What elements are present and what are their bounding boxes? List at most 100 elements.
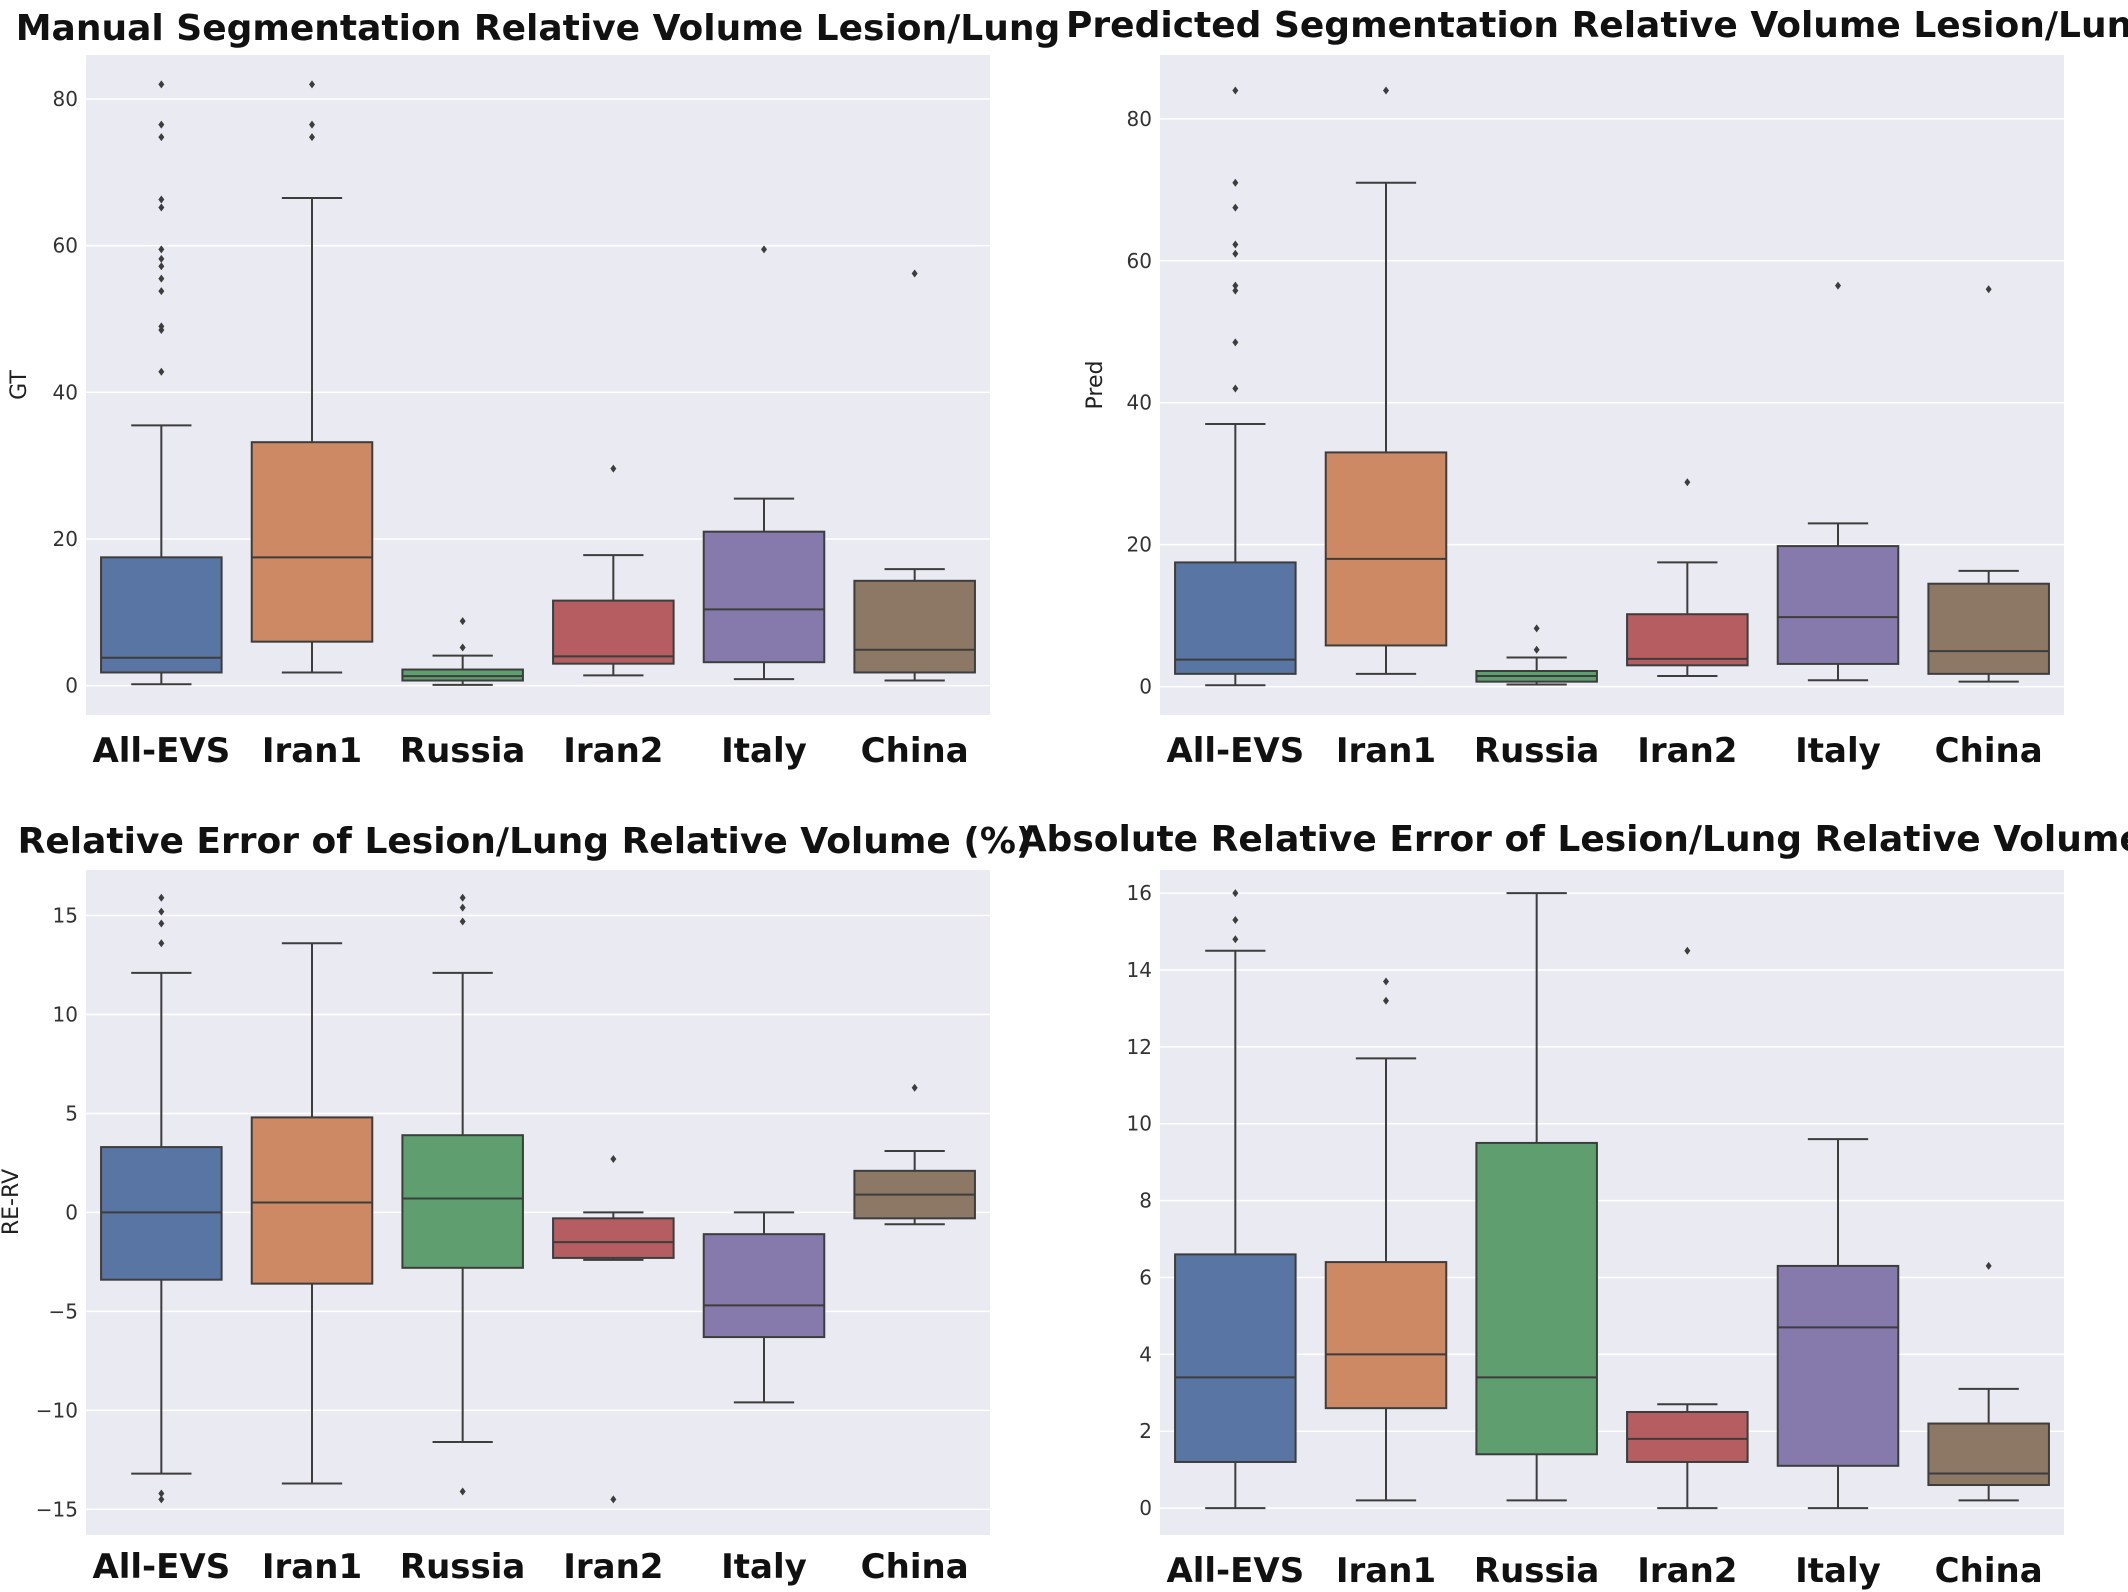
outlier-point [1232,889,1239,898]
iqr-box [250,1116,374,1285]
outlier-point [1533,624,1540,633]
y-tick-label: 60 [1127,249,1152,273]
outlier-point [309,80,315,89]
box-china [853,1083,976,1226]
y-tick-label: 80 [53,87,78,111]
box-china [853,269,976,682]
y-tick-label: −5 [49,1299,78,1323]
y-tick-label: 8 [1139,1189,1152,1213]
x-category-label: China [861,731,969,771]
outlier-point [158,80,165,89]
y-axis-label: Pred [1083,361,1108,410]
chart-title: Relative Error of Lesion/Lung Relative V… [18,821,1033,862]
x-category-label: Iran2 [563,731,663,771]
outlier-point [158,262,165,271]
plot-area [86,55,990,715]
y-tick-label: 40 [53,380,78,404]
outlier-point [1232,384,1239,393]
x-category-label: All-EVS [92,731,230,771]
box-iran2 [552,464,675,677]
x-category-label: Iran1 [1336,731,1436,771]
y-tick-label: −10 [36,1398,78,1422]
outlier-point [1383,977,1389,986]
outlier-point [158,203,165,212]
iqr-box [250,441,374,643]
chart-panel-1: 0 20 40 60 80 Manual Segmentation Relative Vo… [7,8,1060,771]
outlier-point [459,917,466,926]
box-russia [1475,624,1598,686]
chart-panel-2: 0 20 40 60 80 Predicted Segmentation Relative… [1066,5,2128,771]
iqr-box [1626,1410,1749,1463]
outlier-point [1232,286,1239,295]
outlier-point [761,245,767,254]
outlier-point [610,1154,617,1163]
outlier-point [459,1487,466,1496]
outlier-point [459,643,466,652]
iqr-box [702,530,826,664]
chart-title: Manual Segmentation Relative Volume Lesi… [16,8,1061,49]
x-category-label: Russia [1474,731,1599,771]
outlier-point [158,907,165,916]
x-category-label: Italy [1795,1551,1881,1591]
iqr-box [1174,561,1297,675]
iqr-box [401,1134,524,1269]
outlier-point [158,287,165,296]
box-iran2 [1626,946,1749,1510]
outlier-point [1232,86,1239,95]
x-category-label: Russia [400,1547,525,1587]
outlier-point [1232,249,1239,258]
x-category-label: Iran2 [1637,1551,1737,1591]
iqr-box [1927,1422,2050,1487]
x-category-label: China [1935,1551,2043,1591]
outlier-point [1533,645,1540,654]
x-category-label: Iran2 [1637,731,1737,771]
y-tick-label: 15 [53,904,78,928]
outlier-point [158,195,165,204]
box-russia [401,893,524,1496]
outlier-point [158,120,165,129]
y-tick-label: 6 [1139,1265,1152,1289]
outlier-point [1232,203,1239,212]
outlier-point [158,322,165,331]
outlier-point [610,464,617,473]
outlier-point [459,903,466,912]
iqr-box [1626,613,1749,667]
x-category-label: Iran1 [1336,1551,1436,1591]
outlier-point [1684,946,1691,955]
y-tick-label: 2 [1139,1419,1152,1443]
outlier-point [158,274,165,283]
outlier-point [158,254,165,263]
y-tick-label: 16 [1127,881,1152,905]
outlier-point [1985,285,1992,294]
chart-title: Predicted Segmentation Relative Volume L… [1066,5,2128,46]
iqr-box [552,599,675,665]
plot-area [1160,870,2064,1535]
outlier-point [1232,915,1239,924]
outlier-point [309,120,315,129]
y-tick-label: 40 [1127,391,1152,415]
box-iran1 [250,942,374,1485]
y-tick-label: 0 [1139,675,1152,699]
x-category-label: Italy [721,1547,807,1587]
box-all-evs [1174,86,1297,687]
iqr-box [1776,1264,1900,1467]
box-italy [1776,1138,1900,1510]
box-russia [1475,892,1598,1502]
iqr-box [1174,1253,1297,1463]
plot-area [86,870,990,1535]
outlier-point [1985,1261,1992,1270]
y-tick-label: 4 [1139,1342,1152,1366]
iqr-box [100,556,223,674]
chart-panel-4: 0 2 4 6 8 10 12 14 16 Absolute Relative Error of … [1019,819,2128,1591]
box-all-evs [100,893,223,1504]
outlier-point [610,1495,617,1504]
iqr-box [1776,545,1900,665]
outlier-point [911,1083,918,1092]
chart-title: Absolute Relative Error of Lesion/Lung R… [1019,819,2128,860]
iqr-box [1927,582,2050,675]
x-category-label: Russia [1474,1551,1599,1591]
outlier-point [1232,338,1239,347]
x-category-label: Iran1 [262,1547,362,1587]
box-iran2 [552,1154,675,1504]
